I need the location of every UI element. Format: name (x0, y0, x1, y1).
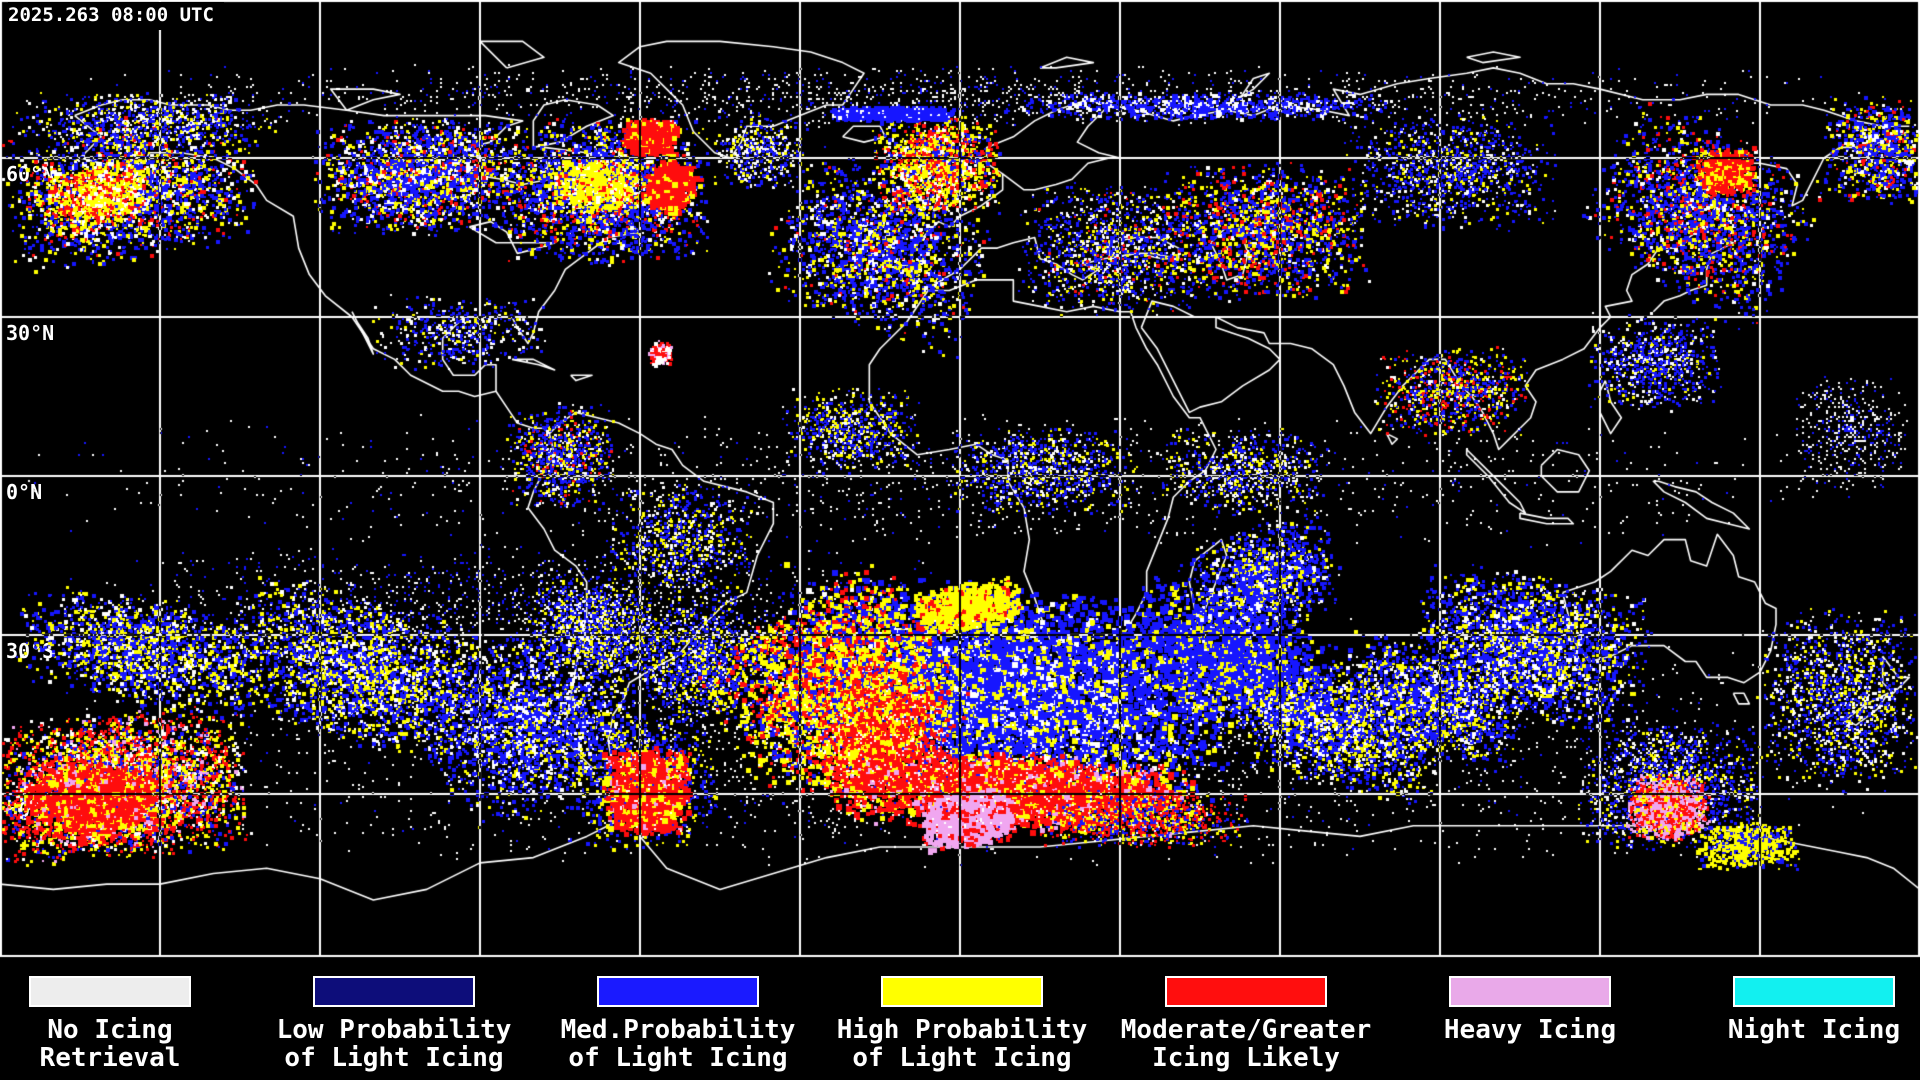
legend-label: of Light Icing (568, 1043, 788, 1073)
legend-item-low-prob: Low Probability of Light Icing (257, 976, 531, 1072)
legend-item-heavy-icing: Heavy Icing (1393, 976, 1667, 1044)
legend-label: Heavy Icing (1443, 1015, 1617, 1045)
legend-item-moderate-greater: Moderate/Greater Icing Likely (1109, 976, 1383, 1072)
legend-label: Moderate/Greater (1120, 1015, 1372, 1045)
legend-swatch-heavy-icing (1449, 976, 1611, 1007)
legend: No Icing Retrieval Low Probability of Li… (0, 976, 1920, 1080)
legend-label: Night Icing (1727, 1015, 1901, 1045)
legend-label: Low Probability (276, 1015, 512, 1045)
legend-item-med-prob: Med.Probability of Light Icing (541, 976, 815, 1072)
legend-item-high-prob: High Probability of Light Icing (825, 976, 1099, 1072)
legend-swatch-med-prob (597, 976, 759, 1007)
legend-label: Med.Probability (560, 1015, 796, 1045)
legend-label: of Light Icing (852, 1043, 1072, 1073)
legend-swatch-high-prob (881, 976, 1043, 1007)
timestamp: 2025.263 08:00 UTC (8, 2, 224, 30)
legend-swatch-moderate-greater (1165, 976, 1327, 1007)
legend-swatch-night-icing (1733, 976, 1895, 1007)
legend-item-night-icing: Night Icing (1677, 976, 1920, 1044)
legend-label: High Probability (836, 1015, 1088, 1045)
legend-swatch-low-prob (313, 976, 475, 1007)
legend-label: Retrieval (39, 1043, 181, 1073)
legend-swatch-no-icing (29, 976, 191, 1007)
legend-label: No Icing (47, 1015, 173, 1045)
icing-data-canvas (0, 0, 1920, 958)
legend-item-no-icing: No Icing Retrieval (0, 976, 247, 1072)
legend-label: of Light Icing (284, 1043, 504, 1073)
legend-label: Icing Likely (1152, 1043, 1340, 1073)
